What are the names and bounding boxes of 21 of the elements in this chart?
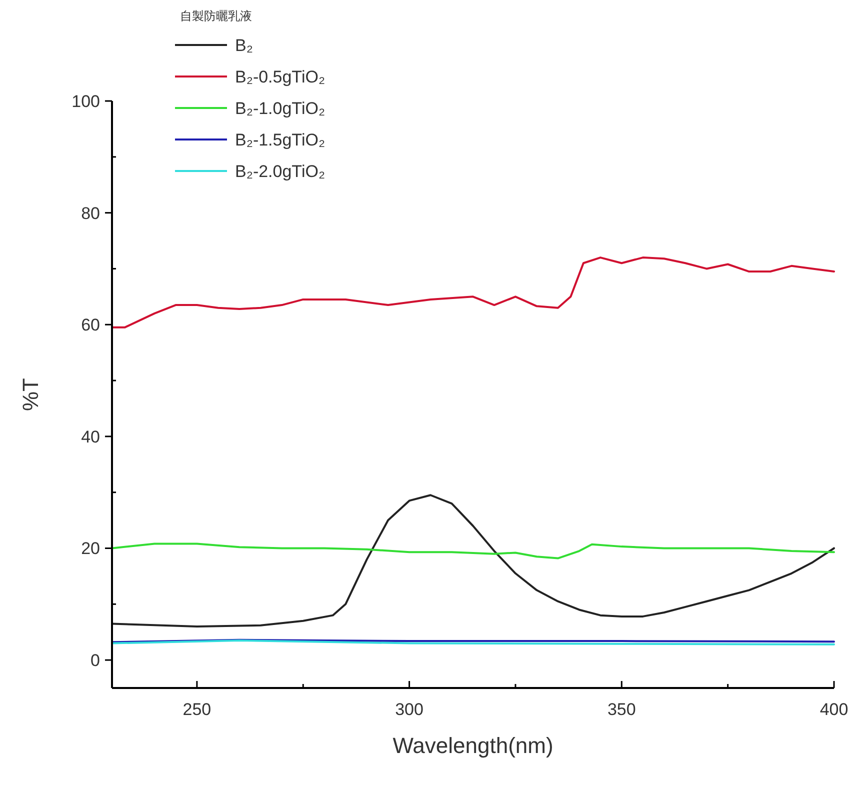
y-tick-label: 0 <box>90 651 100 670</box>
line-series <box>111 494 835 628</box>
legend-title: 自製防曬乳液 <box>180 9 252 23</box>
y-tick-label: 80 <box>81 204 100 223</box>
y-axis-title: %T <box>18 378 43 411</box>
y-tick-label: 60 <box>81 316 100 335</box>
legend-label: B₂-1.5gTiO₂ <box>235 130 326 150</box>
y-tick-label: 40 <box>81 427 100 446</box>
x-tick-label: 350 <box>607 700 636 719</box>
line-series <box>111 542 835 560</box>
legend-label: B₂-2.0gTiO₂ <box>235 162 326 181</box>
line-series <box>111 256 835 328</box>
y-tick-label: 100 <box>72 92 100 111</box>
legend-label: B₂ <box>235 36 253 55</box>
legend-label: B₂-0.5gTiO₂ <box>235 68 326 86</box>
y-tick-label: 20 <box>81 539 100 558</box>
x-tick-label: 400 <box>820 700 848 719</box>
x-axis-title: Wavelength(nm) <box>392 733 554 758</box>
x-tick-label: 300 <box>395 700 424 719</box>
legend-label: B₂-1.0gTiO₂ <box>235 99 326 118</box>
x-tick-label: 250 <box>182 700 212 719</box>
